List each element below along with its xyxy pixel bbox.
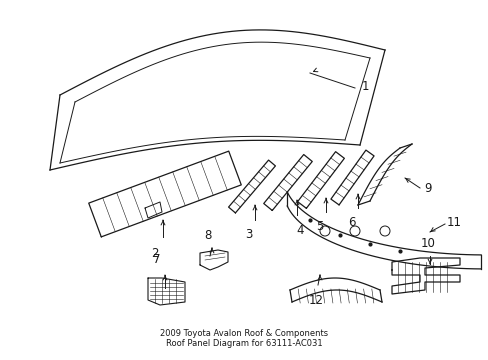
Text: 11: 11	[446, 216, 461, 229]
Text: 3: 3	[245, 228, 252, 241]
Text: 2: 2	[151, 247, 159, 260]
Text: 10: 10	[420, 237, 434, 250]
Text: 12: 12	[308, 294, 323, 307]
Text: 8: 8	[204, 229, 211, 242]
Text: 7: 7	[153, 253, 161, 266]
Text: 5: 5	[316, 220, 323, 233]
Text: 9: 9	[423, 183, 430, 195]
Text: 1: 1	[361, 81, 369, 94]
Text: 4: 4	[296, 224, 303, 237]
Text: 2009 Toyota Avalon Roof & Components
Roof Panel Diagram for 63111-AC031: 2009 Toyota Avalon Roof & Components Roo…	[160, 329, 327, 348]
Text: 6: 6	[347, 216, 355, 229]
